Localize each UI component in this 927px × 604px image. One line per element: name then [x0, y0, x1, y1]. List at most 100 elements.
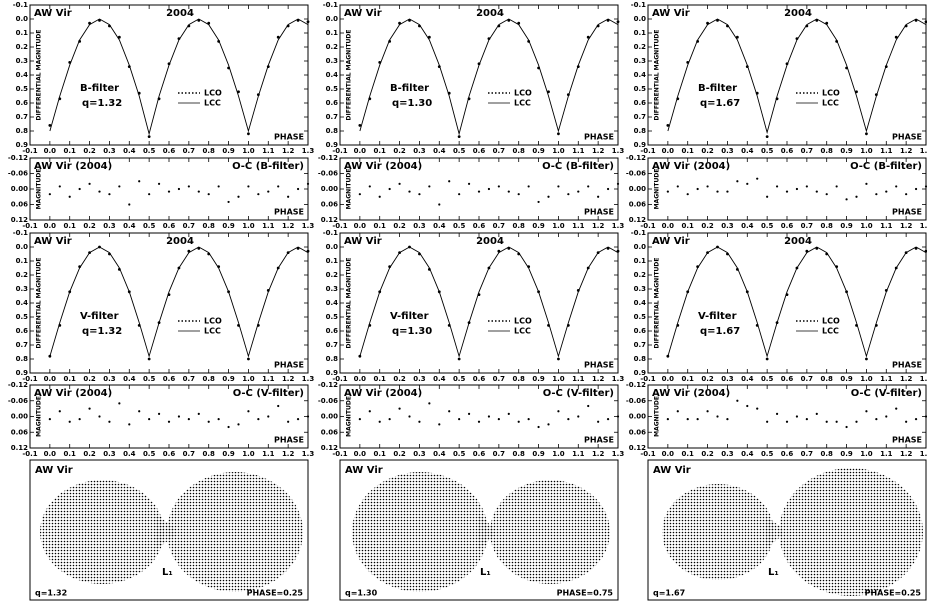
residual-point — [48, 418, 51, 421]
y-tick-label: 0.3 — [634, 57, 647, 65]
observed-point — [865, 132, 868, 136]
y-tick-label: 0.8 — [634, 355, 647, 363]
residual-point — [706, 185, 709, 188]
x-tick-label: 0.8 — [821, 450, 834, 458]
y-tick-label: 0.5 — [326, 313, 339, 321]
residual-point — [128, 203, 131, 206]
x-tick-label: 1.3 — [920, 375, 927, 383]
residual-point — [706, 410, 709, 413]
x-tick-label: 0.8 — [203, 222, 216, 230]
x-tick-label: 0.1 — [64, 450, 77, 458]
y-tick-label: -0.06 — [626, 170, 646, 178]
y-tick-label: -0.1 — [631, 229, 646, 237]
observed-point — [147, 357, 151, 361]
y-tick-label: 0.3 — [326, 57, 339, 65]
x-tick-label: 1.3 — [302, 222, 315, 230]
x-tick-label: 1.0 — [552, 450, 565, 458]
y-tick-label: 0.4 — [634, 71, 647, 79]
observed-point — [616, 20, 620, 24]
model-curve — [49, 18, 309, 136]
y-axis-label: MAGNITUDE — [654, 169, 661, 210]
residual-point — [477, 420, 481, 423]
y-tick-label: -0.1 — [323, 1, 338, 9]
x-tick-label: 1.2 — [900, 375, 913, 383]
x-tick-label: 1.2 — [900, 147, 913, 155]
legend-label: LCO — [514, 89, 532, 98]
x-tick-label: 0.7 — [801, 450, 814, 458]
x-tick-label: 0.5 — [143, 450, 156, 458]
residual-point — [547, 195, 550, 198]
residual-label: O-C (B-filter) — [542, 161, 614, 172]
x-tick-label: 0.2 — [83, 147, 96, 155]
x-tick-label: 1.0 — [860, 450, 873, 458]
x-tick-label: 1.1 — [262, 450, 275, 458]
residual-point — [58, 410, 61, 413]
l1-label: L₁ — [768, 567, 779, 578]
x-tick-label: 0.7 — [493, 375, 506, 383]
y-tick-label: 0.5 — [634, 85, 647, 93]
y-tick-label: -0.12 — [626, 154, 646, 162]
y-tick-label: 0.00 — [629, 413, 646, 421]
residual-point — [448, 410, 451, 413]
y-tick-label: 0.3 — [16, 285, 29, 293]
residual-point — [805, 418, 808, 421]
x-tick-label: 0.4 — [741, 375, 754, 383]
residual-point — [227, 425, 230, 429]
y-tick-label: 0.1 — [326, 257, 339, 265]
observed-point — [894, 35, 898, 39]
x-tick-label: 0.8 — [513, 450, 526, 458]
panel-title: AW Vir — [344, 8, 382, 19]
residual-point — [296, 418, 300, 421]
residual-point — [666, 190, 669, 193]
x-tick-label: 0.6 — [781, 222, 794, 230]
residual-point — [277, 404, 280, 408]
x-tick-label: 0.7 — [801, 147, 814, 155]
plot-frame — [29, 4, 309, 146]
diagram-frame — [647, 459, 927, 601]
y-tick-label: 0.7 — [326, 341, 339, 349]
y-tick-label: -0.06 — [318, 397, 338, 405]
residual-point — [187, 418, 190, 421]
x-tick-label: 0.7 — [183, 450, 196, 458]
y-tick-label: 0.5 — [16, 85, 29, 93]
x-tick-label: 0.5 — [143, 375, 156, 383]
residual-point — [825, 420, 828, 423]
residual-point — [507, 412, 510, 415]
y-tick-label: 0.2 — [16, 271, 29, 279]
neck — [155, 514, 175, 550]
y-tick-label: -0.1 — [13, 229, 28, 237]
residual-point — [358, 418, 361, 421]
x-tick-label: 0.0 — [44, 147, 57, 155]
x-tick-label: 0.5 — [761, 147, 774, 155]
roche-diagram: AW Vir L₁ q=1.32 PHASE=0.25 — [29, 459, 309, 601]
y-tick-label: 0.8 — [16, 127, 29, 135]
y-axis-label: DIFFERENTIAL MAGNITUDE — [346, 30, 353, 121]
residual-point — [378, 195, 381, 198]
legend-label: LCO — [822, 89, 840, 98]
y-tick-label: 0.2 — [326, 43, 339, 51]
x-tick-label: 0.3 — [413, 375, 426, 383]
residual-point — [825, 193, 828, 196]
x-axis-label: PHASE — [274, 436, 304, 445]
residual-point — [388, 418, 391, 421]
y-tick-label: 0.5 — [16, 313, 29, 321]
x-tick-label: 0.4 — [433, 222, 446, 230]
y-tick-label: 0.0 — [16, 15, 29, 23]
residual-point — [497, 418, 500, 421]
y-tick-label: 0.7 — [326, 113, 339, 121]
filter-label: V-filter — [698, 311, 737, 322]
x-tick-label: 1.0 — [552, 147, 565, 155]
legend-label: LCO — [204, 317, 222, 326]
x-tick-label: 0.2 — [393, 375, 406, 383]
x-tick-label: 0.3 — [721, 375, 734, 383]
y-tick-label: 0.9 — [326, 141, 339, 149]
x-tick-label: 1.1 — [572, 147, 585, 155]
y-tick-label: 0.4 — [634, 299, 647, 307]
x-tick-label: 0.0 — [44, 222, 57, 230]
residual-point — [157, 182, 161, 185]
x-tick-label: 1.2 — [592, 375, 605, 383]
residual-point — [207, 193, 210, 196]
y-axis-label: DIFFERENTIAL MAGNITUDE — [346, 258, 353, 349]
y-tick-label: 0.9 — [634, 369, 647, 377]
x-tick-label: 0.6 — [163, 375, 176, 383]
